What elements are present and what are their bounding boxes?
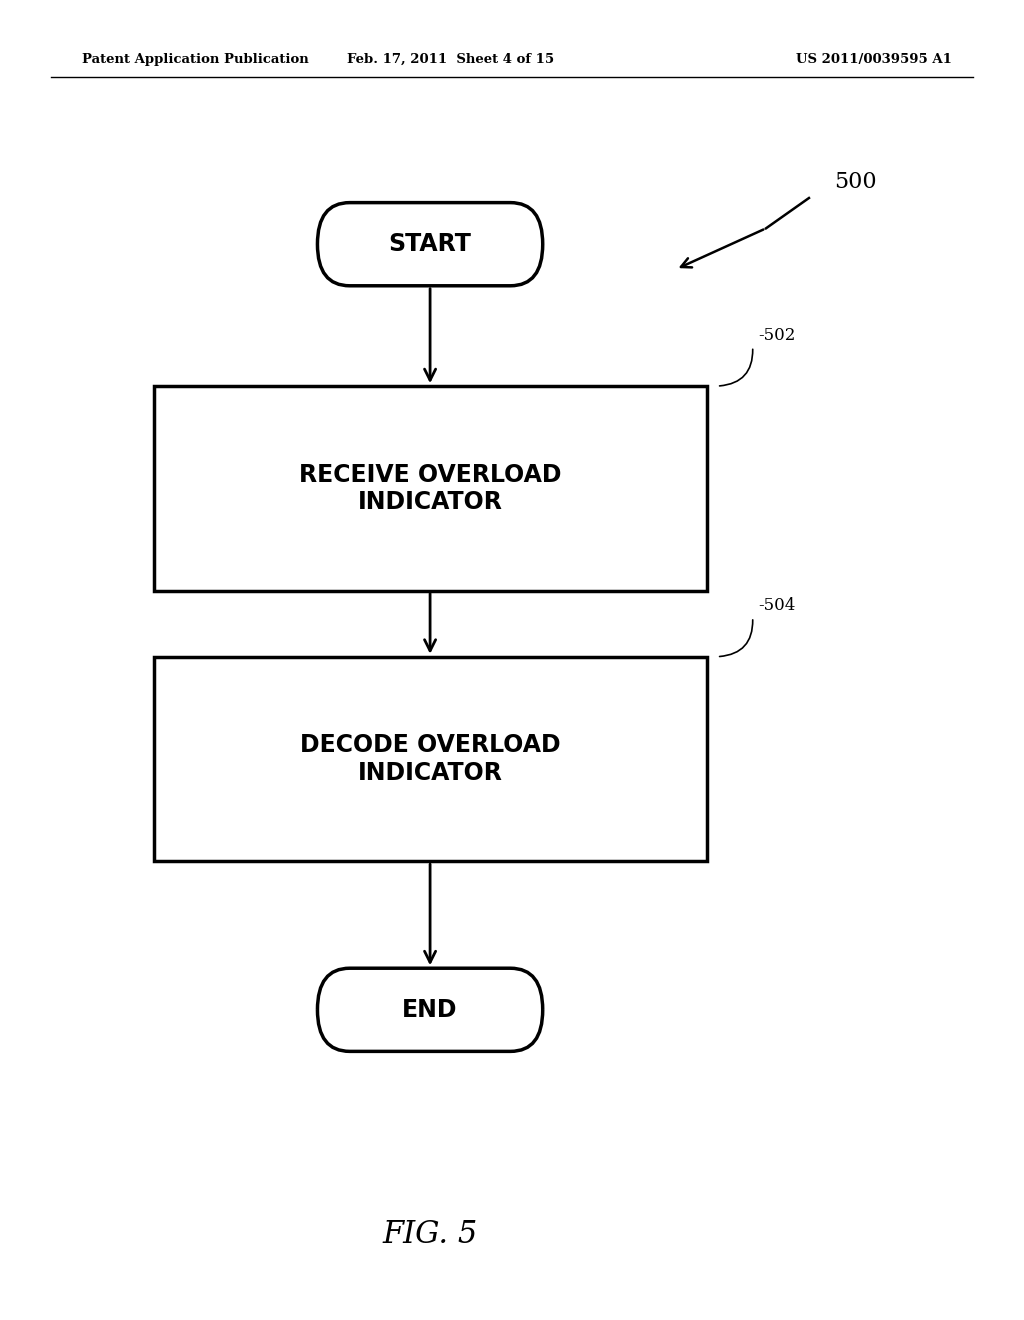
FancyBboxPatch shape bbox=[317, 202, 543, 286]
Bar bbox=[154, 657, 707, 862]
Text: END: END bbox=[402, 998, 458, 1022]
Text: 500: 500 bbox=[834, 172, 877, 193]
Text: -502: -502 bbox=[758, 327, 795, 343]
FancyBboxPatch shape bbox=[317, 969, 543, 1051]
Text: Patent Application Publication: Patent Application Publication bbox=[82, 53, 308, 66]
Text: Feb. 17, 2011  Sheet 4 of 15: Feb. 17, 2011 Sheet 4 of 15 bbox=[347, 53, 554, 66]
Text: START: START bbox=[389, 232, 471, 256]
Text: RECEIVE OVERLOAD
INDICATOR: RECEIVE OVERLOAD INDICATOR bbox=[299, 462, 561, 515]
Bar bbox=[154, 385, 707, 591]
Text: -504: -504 bbox=[758, 598, 795, 615]
Text: US 2011/0039595 A1: US 2011/0039595 A1 bbox=[797, 53, 952, 66]
Text: DECODE OVERLOAD
INDICATOR: DECODE OVERLOAD INDICATOR bbox=[300, 733, 560, 785]
Text: FIG. 5: FIG. 5 bbox=[382, 1218, 478, 1250]
